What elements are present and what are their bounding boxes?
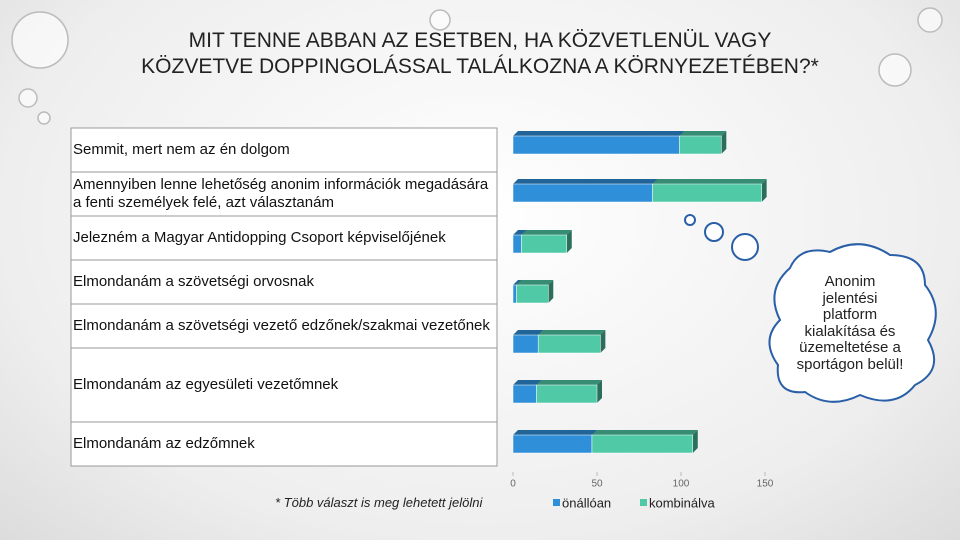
footnote: * Több választ is meg lehetett jelölni — [275, 495, 483, 510]
bar-top — [513, 131, 685, 136]
bar-face — [536, 384, 598, 404]
bar-top — [513, 330, 544, 335]
bar-top — [652, 179, 767, 184]
bar-top — [536, 380, 602, 385]
annotation-line: kialakítása és — [804, 322, 896, 340]
bar-side — [692, 430, 698, 453]
x-tick-label: 150 — [757, 479, 774, 490]
legend-label: önállóan — [562, 495, 611, 510]
bar-face — [516, 284, 549, 304]
bar-side — [597, 380, 602, 403]
category-label: Elmondanám a szövetségi vezető edzőnek/s… — [73, 317, 490, 334]
x-tick-label: 0 — [510, 479, 516, 490]
annotation-line: üzemeltetése a — [799, 339, 901, 356]
bar-side — [761, 179, 767, 202]
bar-face — [591, 434, 694, 454]
bar — [512, 430, 597, 454]
bar-face — [512, 183, 653, 203]
bar-side — [721, 131, 727, 154]
legend-swatch — [553, 499, 560, 506]
bar-face — [521, 234, 568, 254]
bar — [537, 330, 606, 354]
chart-title: MIT TENNE ABBAN AZ ESETBEN, HA KÖZVETLEN… — [141, 29, 819, 78]
category-label: Semmit, mert nem az én dolgom — [73, 141, 290, 158]
bar-face — [537, 334, 601, 354]
annotation-line: platform — [822, 306, 878, 323]
table-rules — [71, 171, 497, 423]
annotation: Anonim jelentési platform kialakítása és üze… — [790, 273, 910, 373]
bar-side — [600, 330, 606, 353]
bar-face — [512, 384, 537, 404]
category-label: Elmondanám az egyesületi vezetőmnek — [73, 376, 339, 393]
legend-label: kombinálva — [649, 495, 716, 510]
bar-face — [652, 183, 762, 203]
category-label: Jelezném a Magyar Antidopping Csoport ké… — [73, 229, 446, 246]
bar-top — [679, 131, 727, 136]
bar-top — [513, 230, 527, 235]
bar-face — [679, 135, 722, 155]
bar — [521, 230, 572, 254]
bar — [536, 380, 602, 404]
bar-side — [548, 280, 554, 303]
bar-top — [516, 280, 554, 285]
bar-face — [512, 135, 680, 155]
category-label: Elmondanám a szövetségi orvosnak — [73, 273, 314, 290]
legend-swatch — [640, 499, 647, 506]
bar-top — [513, 380, 542, 385]
decor-bubbles — [11, 7, 943, 125]
x-tick-label: 50 — [591, 479, 603, 490]
bar — [591, 430, 698, 454]
bar-face — [512, 234, 522, 254]
x-tick-label: 100 — [673, 479, 690, 490]
bar-top — [591, 430, 698, 435]
bar — [516, 280, 554, 304]
bar-top — [513, 280, 522, 285]
callout — [684, 214, 937, 403]
bar-face — [512, 284, 517, 304]
bar — [652, 179, 767, 203]
annotation-line: jelentési — [822, 289, 878, 307]
annotation-line: Anonim — [824, 273, 876, 290]
bar-top — [513, 179, 658, 184]
bar — [512, 179, 658, 203]
category-label: Amennyiben lenne lehetőség anonim inform… — [73, 176, 489, 211]
annotation-line: sportágon belül! — [796, 355, 904, 373]
bar-top — [538, 330, 606, 335]
bar — [512, 131, 685, 155]
bar-side — [566, 230, 572, 253]
category-label: Elmondanám az edzőmnek — [73, 435, 255, 452]
bar — [679, 131, 727, 155]
bar-top — [513, 430, 597, 435]
label-table — [70, 127, 498, 467]
bar-top — [521, 230, 572, 235]
bar-face — [512, 334, 539, 354]
bar-face — [512, 434, 593, 454]
